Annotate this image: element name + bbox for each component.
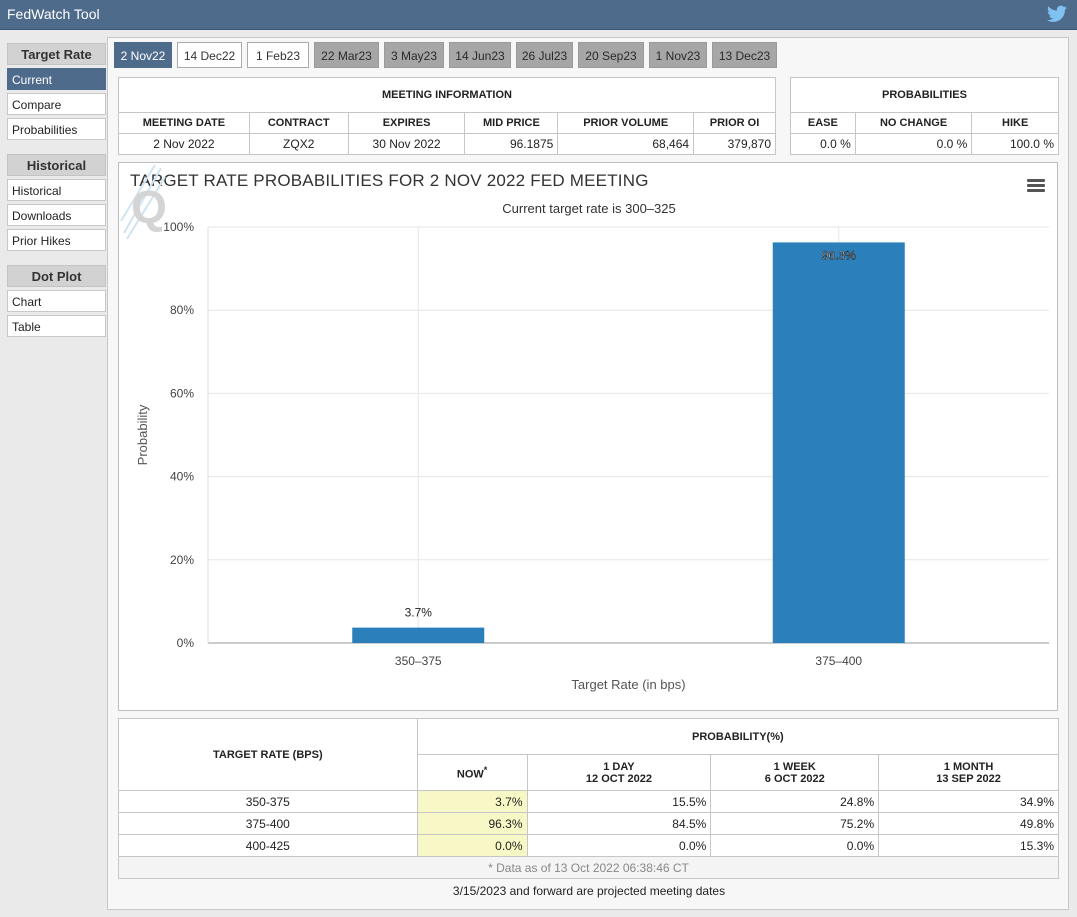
chart-title: TARGET RATE PROBABILITIES FOR 2 NOV 2022… [130,171,649,190]
prior-volume-value: 68,464 [557,133,695,155]
no-change-value: 0.0 % [854,133,973,155]
ease-value: 0.0 % [790,133,856,155]
y-tick-label: 0% [177,636,195,650]
bar [352,627,485,643]
tab-26-jul23[interactable]: 26 Jul23 [516,42,573,68]
probabilities-summary-table: PROBABILITIES EASE NO CHANGE HIKE 0.0 % … [790,77,1059,155]
logo-letter: Q [131,181,167,233]
table-row: 375-400 96.3% 84.5% 75.2% 49.8% [118,812,1059,835]
rate-cell: 400-425 [118,834,418,857]
title-bar: FedWatch Tool [0,0,1077,30]
sidebar-item-probabilities[interactable]: Probabilities [7,118,106,140]
tab-1-nov23[interactable]: 1 Nov23 [649,42,707,68]
one-month-cell: 15.3% [878,834,1059,857]
tab-20-sep23[interactable]: 20 Sep23 [578,42,644,68]
probability-chart: TARGET RATE PROBABILITIES FOR 2 NOV 2022… [118,162,1058,711]
tab-2-nov22[interactable]: 2 Nov22 [114,42,172,68]
one-week-cell: 24.8% [710,790,880,813]
col-prior-oi: PRIOR OI [693,112,776,134]
col-prior-volume: PRIOR VOLUME [557,112,695,134]
one-week-header: 1 WEEK 6 OCT 2022 [710,754,880,791]
meeting-info-table: MEETING INFORMATION MEETING DATE CONTRAC… [118,77,776,155]
table-row: 350-375 3.7% 15.5% 24.8% 34.9% [118,790,1059,813]
meeting-date-value: 2 Nov 2022 [118,133,250,155]
chart-subtitle: Current target rate is 300–325 [502,201,676,216]
twitter-icon[interactable] [1047,5,1067,23]
sidebar-item-chart[interactable]: Chart [7,290,106,312]
now-header: NOW* [416,754,528,791]
tab-14-dec22[interactable]: 14 Dec22 [177,42,242,68]
meeting-info-heading: MEETING INFORMATION [118,77,776,113]
chart-menu-icon[interactable] [1027,179,1045,193]
rate-cell: 375-400 [118,812,418,835]
one-day-cell: 15.5% [526,790,712,813]
sidebar-section-historical[interactable]: Historical [7,154,106,176]
table-row: 400-425 0.0% 0.0% 0.0% 15.3% [118,834,1059,857]
col-no-change: NO CHANGE [854,112,973,134]
bar [772,242,905,643]
main-panel: 2 Nov22 14 Dec22 1 Feb23 22 Mar23 3 May2… [107,37,1069,910]
sidebar-section-dot-plot[interactable]: Dot Plot [7,265,106,287]
one-month-cell: 34.9% [878,790,1059,813]
expires-value: 30 Nov 2022 [347,133,466,155]
table-row: 2 Nov 2022 ZQX2 30 Nov 2022 96.1875 68,4… [118,133,776,155]
col-hike: HIKE [971,112,1059,134]
sidebar-section-target-rate[interactable]: Target Rate [7,43,106,65]
sidebar-item-downloads[interactable]: Downloads [7,204,106,226]
tab-3-may23[interactable]: 3 May23 [384,42,444,68]
mid-price-value: 96.1875 [464,133,559,155]
target-rate-probability-table: TARGET RATE (BPS) PROBABILITY(%) NOW* 1 … [118,718,1060,879]
y-tick-label: 60% [170,386,194,400]
col-expires: EXPIRES [347,112,466,134]
target-rate-header: TARGET RATE (BPS) [118,718,418,791]
hike-value: 100.0 % [971,133,1059,155]
sidebar: Target Rate Current Compare Probabilitie… [7,43,106,337]
col-meeting-date: MEETING DATE [118,112,250,134]
x-tick-label: 375–400 [815,654,862,668]
y-tick-label: 80% [170,303,194,317]
one-day-header: 1 DAY 12 OCT 2022 [526,754,712,791]
one-week-cell: 0.0% [710,834,880,857]
chart-plot: 0% 20% 40% 60% 80% 100% 3.7% 350–375 96.3% 375–40… [135,220,1049,692]
y-axis-title: Probability [135,404,150,465]
sidebar-item-current[interactable]: Current [7,68,106,90]
probabilities-heading: PROBABILITIES [790,77,1059,113]
one-week-cell: 75.2% [710,812,880,835]
table-row: 0.0 % 0.0 % 100.0 % [790,133,1059,155]
now-cell: 96.3% [416,812,528,835]
one-day-cell: 84.5% [526,812,712,835]
contract-value: ZQX2 [248,133,349,155]
tab-14-jun23[interactable]: 14 Jun23 [449,42,511,68]
quikstrike-logo-icon: Q [120,164,167,240]
y-tick-label: 20% [170,553,194,567]
x-tick-label: 350–375 [395,654,442,668]
app-title: FedWatch Tool [7,6,100,22]
data-label: 96.3% [822,248,856,262]
sidebar-item-prior-hikes[interactable]: Prior Hikes [7,229,106,251]
sidebar-item-historical[interactable]: Historical [7,179,106,201]
projected-dates-note: 3/15/2023 and forward are projected meet… [452,884,726,898]
x-axis-title: Target Rate (in bps) [571,677,685,692]
tab-22-mar23[interactable]: 22 Mar23 [314,42,379,68]
tab-1-feb23[interactable]: 1 Feb23 [247,42,309,68]
now-cell: 3.7% [416,790,528,813]
y-tick-label: 40% [170,470,194,484]
sidebar-item-compare[interactable]: Compare [7,93,106,115]
col-mid-price: MID PRICE [464,112,559,134]
col-contract: CONTRACT [248,112,349,134]
rate-cell: 350-375 [118,790,418,813]
col-ease: EASE [790,112,856,134]
prior-oi-value: 379,870 [693,133,776,155]
one-day-cell: 0.0% [526,834,712,857]
probability-header: PROBABILITY(%) [416,718,1060,755]
data-label: 3.7% [405,606,433,620]
one-month-header: 1 MONTH 13 SEP 2022 [878,754,1059,791]
y-tick-label: 100% [163,220,194,234]
one-month-cell: 49.8% [878,812,1059,835]
tab-13-dec23[interactable]: 13 Dec23 [712,42,777,68]
now-cell: 0.0% [416,834,528,857]
sidebar-item-table[interactable]: Table [7,315,106,337]
data-timestamp-footnote: * Data as of 13 Oct 2022 06:38:46 CT [118,856,1059,879]
